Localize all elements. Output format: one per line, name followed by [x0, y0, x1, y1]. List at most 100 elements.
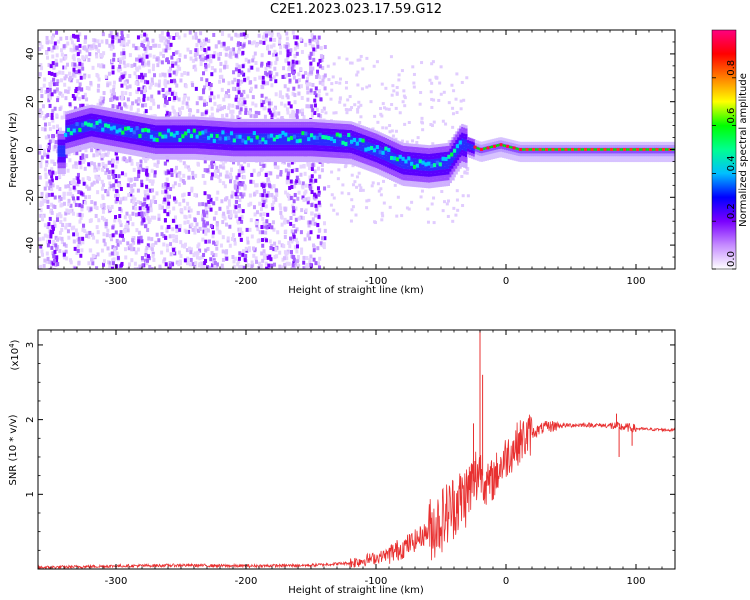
spectrogram-cell: [262, 163, 266, 168]
spectrogram-cell: [265, 219, 269, 224]
spectrogram-cell: [225, 249, 229, 254]
spectrogram-cell: [162, 116, 166, 120]
spectrogram-cell: [86, 111, 90, 115]
spectrogram-cell: [145, 137, 148, 141]
spectrogram-cell: [268, 184, 272, 189]
spectrogram-cell: [187, 191, 191, 196]
spectrogram-cell: [236, 141, 240, 145]
spectrogram-cell: [213, 157, 216, 161]
spectrogram-cell: [207, 148, 211, 152]
spectrogram-cell: [63, 115, 67, 120]
spectrogram-cell: [95, 54, 99, 59]
spectrogram-cell: [48, 139, 52, 144]
spectrogram-cell: [136, 267, 140, 269]
spectrogram-cell: [232, 47, 236, 52]
spectrogram-cell: [293, 264, 297, 269]
spectrogram-cell: [131, 222, 135, 227]
spectrogram-cell: [69, 260, 73, 265]
spectrogram-cell: [303, 191, 307, 196]
spectrogram-cell: [169, 263, 173, 268]
spectrogram-cell: [201, 154, 205, 158]
spectrogram-cell: [311, 179, 315, 184]
spectrogram-cell: [181, 193, 185, 198]
spectrogram-cell: [141, 148, 144, 152]
spectrogram-cell: [147, 173, 151, 178]
spectrogram-cell: [212, 54, 216, 59]
spectrogram-cell: [334, 81, 338, 85]
spectrogram-cell: [239, 227, 243, 232]
spectrogram-cell: [111, 171, 115, 176]
spectrogram-cell: [69, 144, 72, 148]
spectrogram-cell: [286, 175, 290, 180]
spectrogram-cell: [133, 266, 137, 269]
spectrogram-cell: [211, 117, 215, 121]
spectrogram-cell: [239, 32, 243, 37]
spectrogram-cell: [246, 130, 250, 134]
spectrogram-cell: [229, 118, 232, 122]
spectrogram-cell: [67, 235, 71, 240]
spectrogram-cell: [104, 138, 107, 142]
spectrogram-cell: [190, 156, 193, 160]
spectrogram-cell: [93, 168, 97, 173]
spectrogram-cell: [254, 256, 258, 261]
spectrogram-cell: [197, 133, 201, 137]
spectrogram-cell: [115, 96, 119, 101]
spectrogram-cell: [112, 95, 116, 100]
spectrogram-cell: [229, 141, 232, 145]
spectrogram-cell: [119, 42, 123, 47]
spectrogram-cell: [88, 127, 92, 131]
spectrogram-cell: [196, 47, 200, 52]
spectrogram-cell: [204, 56, 208, 61]
spectrogram-cell: [186, 156, 189, 160]
spectrogram-cell: [167, 69, 171, 74]
spectrogram-cell: [233, 133, 236, 137]
spectrogram-cell: [102, 132, 105, 136]
spectrogram-cell: [250, 260, 254, 265]
spectrogram-cell: [236, 262, 240, 267]
spectrogram-cell: [240, 141, 244, 145]
spectrogram-cell: [172, 127, 176, 131]
spectrogram-cell: [280, 222, 284, 227]
spectrogram-cell: [261, 193, 265, 198]
spectrogram-cell: [234, 124, 238, 128]
spectrogram-cell: [248, 156, 252, 160]
spectrogram-cell: [48, 91, 52, 96]
spectrogram-cell: [123, 125, 127, 129]
spectrogram-cell: [106, 246, 110, 251]
spectrogram-cell: [235, 199, 239, 204]
spectrogram-cell: [94, 139, 98, 143]
spectrogram-cell: [151, 130, 154, 134]
spectrogram-cell: [95, 206, 99, 211]
spectrogram-cell: [76, 196, 80, 201]
spectrogram-cell: [99, 64, 103, 69]
spectrogram-cell: [168, 148, 172, 152]
spectrogram-cell: [219, 152, 222, 156]
spectrogram-cell: [72, 185, 76, 190]
spectrogram-cell: [58, 187, 62, 192]
spectrogram-cell: [92, 127, 96, 131]
spectrogram-cell: [96, 134, 99, 138]
spectrogram-cell: [168, 73, 172, 78]
spectrogram-cell: [41, 214, 45, 219]
spectrogram-cell: [285, 31, 289, 36]
spectrogram-cell: [173, 181, 177, 186]
spectrogram-cell: [381, 214, 385, 218]
spectrogram-cell: [102, 144, 105, 148]
spectrogram-cell: [199, 116, 203, 120]
spectrogram-cell: [215, 246, 219, 251]
spectrogram-cell: [141, 114, 144, 118]
spectrogram-cell: [209, 140, 213, 144]
spectrogram-cell: [197, 202, 201, 207]
spectrogram-cell: [152, 195, 156, 200]
spectrogram-cell: [75, 94, 79, 99]
spectrogram-cell: [454, 213, 458, 217]
spectrogram-cell: [176, 50, 180, 55]
spectrogram-cell: [229, 175, 233, 180]
spectrogram-cell: [236, 138, 240, 142]
spectrogram-cell: [207, 125, 211, 129]
spectrogram-cell: [197, 148, 201, 152]
spectrogram-cell: [145, 126, 148, 130]
spectrogram-cell: [111, 225, 115, 230]
spectrogram-cell: [112, 88, 116, 93]
spectrogram-cell: [166, 194, 170, 199]
